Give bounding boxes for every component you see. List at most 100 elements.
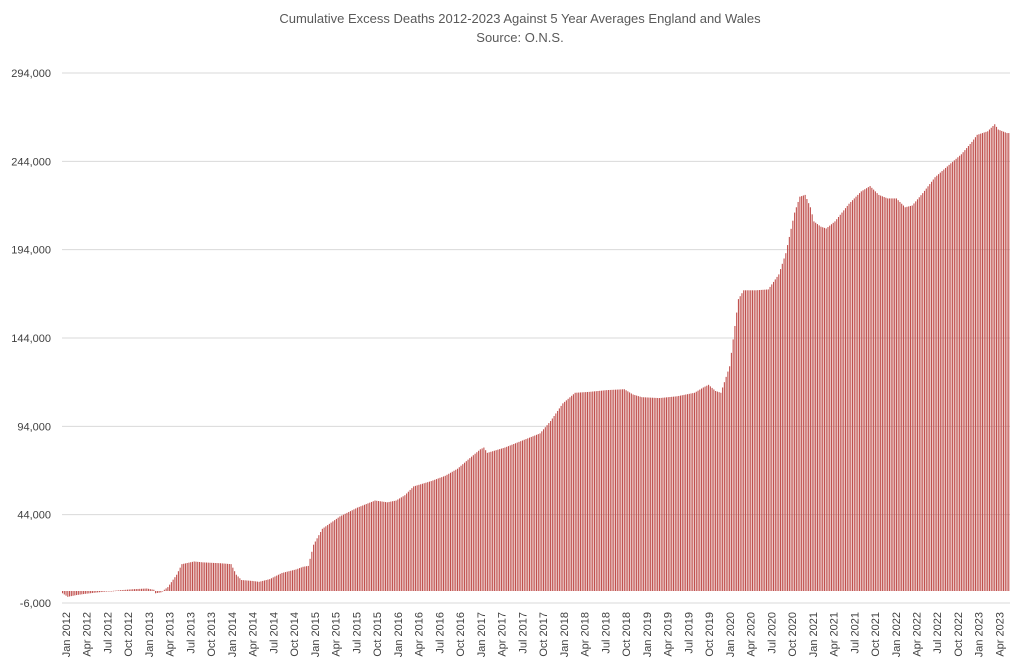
bar	[690, 393, 692, 591]
bar	[832, 222, 834, 591]
bar	[567, 398, 569, 591]
bar	[653, 397, 655, 591]
bar	[62, 591, 64, 594]
bar	[966, 148, 968, 591]
bar	[651, 397, 653, 591]
bar	[84, 591, 86, 594]
bar	[499, 449, 501, 591]
bar	[423, 483, 425, 591]
bar	[650, 397, 652, 592]
bar	[378, 501, 380, 591]
bar	[406, 493, 408, 591]
bar	[118, 590, 120, 591]
bar	[560, 405, 562, 591]
bar	[216, 563, 218, 591]
bar	[848, 203, 850, 592]
bar	[467, 459, 469, 591]
y-tick-label: 44,000	[17, 510, 51, 522]
bar	[379, 501, 381, 591]
bar	[806, 199, 808, 591]
bar	[244, 580, 246, 591]
bar	[565, 400, 567, 591]
bar	[288, 571, 290, 591]
bar	[295, 569, 297, 591]
bar	[362, 505, 364, 591]
bar	[125, 589, 127, 591]
bar	[481, 448, 483, 591]
bar	[801, 196, 803, 591]
bar	[111, 590, 113, 592]
x-tick-label: Apr 2014	[248, 612, 260, 657]
bar	[920, 195, 922, 591]
bar	[444, 475, 446, 591]
x-tick-label: Apr 2013	[165, 612, 177, 657]
bar	[600, 390, 603, 591]
bar	[699, 389, 701, 591]
bar	[938, 174, 940, 591]
bar	[637, 396, 639, 591]
bar	[999, 130, 1001, 592]
bar	[755, 290, 757, 591]
x-tick-label: Oct 2020	[787, 612, 799, 657]
bar	[895, 198, 897, 591]
bar	[370, 501, 373, 591]
bar	[165, 588, 167, 591]
bar	[148, 588, 150, 591]
bar	[474, 453, 476, 591]
bar	[77, 591, 79, 595]
bar	[897, 200, 899, 591]
bar	[263, 580, 265, 591]
bar	[130, 589, 132, 591]
bar	[435, 479, 438, 591]
bar	[662, 397, 664, 591]
bar	[528, 437, 531, 591]
bar	[306, 566, 308, 591]
x-tick-label: Apr 2015	[331, 612, 343, 657]
bar	[688, 393, 690, 591]
bar	[923, 190, 926, 592]
bar	[205, 562, 208, 591]
bar	[290, 570, 292, 591]
bar	[934, 177, 936, 592]
bar	[265, 580, 267, 591]
bar	[830, 224, 833, 592]
x-tick-label: Jan 2012	[61, 612, 73, 657]
bar	[873, 189, 875, 591]
bar	[344, 513, 346, 591]
x-tick-label: Oct 2015	[372, 612, 384, 657]
bar	[307, 565, 309, 591]
bar	[536, 434, 538, 591]
bar	[102, 591, 104, 592]
bar	[390, 501, 392, 591]
bar	[241, 580, 243, 591]
bar	[1004, 132, 1006, 592]
bar	[100, 591, 102, 593]
bar	[939, 172, 941, 591]
bar	[348, 512, 350, 591]
bar	[163, 589, 165, 591]
bar	[320, 531, 322, 591]
bar	[385, 502, 387, 591]
bar	[571, 395, 573, 591]
bar	[376, 500, 378, 591]
bar	[579, 392, 581, 591]
bar	[153, 589, 155, 591]
x-tick-label: Jan 2022	[891, 612, 903, 657]
bar	[931, 181, 933, 591]
bar	[146, 588, 148, 591]
bar	[188, 562, 190, 591]
bar	[221, 563, 223, 591]
bar	[492, 451, 494, 591]
bar	[300, 567, 302, 591]
bar-series	[62, 124, 1010, 597]
bar	[648, 397, 650, 591]
bar	[852, 200, 854, 591]
bar	[97, 591, 99, 593]
x-tick-label: Apr 2021	[829, 612, 841, 657]
bar	[751, 290, 754, 591]
bar	[878, 194, 880, 591]
bar	[932, 179, 934, 591]
bar	[890, 198, 892, 591]
x-tick-label: Jan 2023	[974, 612, 986, 657]
bar	[172, 579, 174, 591]
